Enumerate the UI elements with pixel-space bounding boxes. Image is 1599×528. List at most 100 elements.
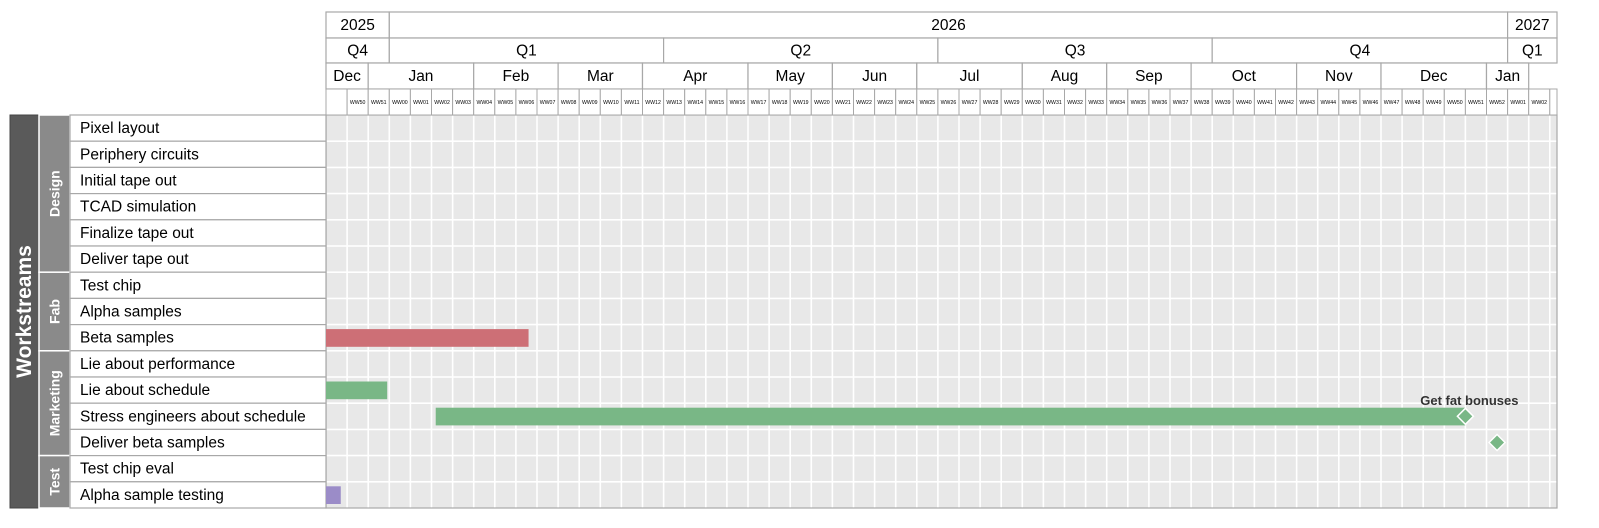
task-label: Periphery circuits <box>80 146 199 163</box>
quarter-header-label: Q1 <box>1522 43 1543 60</box>
week-header-label: WW25 <box>920 100 936 106</box>
quarter-header-label: Q4 <box>1350 43 1371 60</box>
year-header-label: 2025 <box>340 17 374 34</box>
task-label-cell <box>69 481 327 509</box>
week-header-label: WW40 <box>1236 100 1252 106</box>
week-header-label: WW21 <box>835 100 851 106</box>
task-label: Alpha samples <box>80 304 182 321</box>
task-label-cell <box>69 455 327 483</box>
year-header-cell <box>388 11 1509 39</box>
task-label: Lie about performance <box>80 356 235 373</box>
week-header-label: WW42 <box>1278 100 1294 106</box>
week-header-label: WW17 <box>751 100 767 106</box>
week-header-label: WW16 <box>730 100 746 106</box>
task-label: Finalize tape out <box>80 225 194 242</box>
week-header-cell <box>1549 88 1558 116</box>
task-bar <box>435 407 1466 426</box>
group-label-marketing: Marketing <box>47 370 63 436</box>
week-header-label: WW01 <box>413 100 429 106</box>
task-label-cell <box>69 193 327 221</box>
week-header-label: WW27 <box>962 100 978 106</box>
month-header-label: Feb <box>503 68 530 85</box>
week-header-label: WW13 <box>666 100 682 106</box>
task-label-cell <box>69 402 327 431</box>
task-label: Initial tape out <box>80 173 177 190</box>
week-header-label: WW10 <box>603 100 619 106</box>
month-header-cell <box>367 62 475 90</box>
week-header-label: WW48 <box>1405 100 1421 106</box>
quarter-header-label: Q4 <box>347 43 368 60</box>
group-label-design: Design <box>47 170 63 217</box>
week-header-label: WW38 <box>1194 100 1210 106</box>
week-header-label: WW31 <box>1046 100 1062 106</box>
quarter-header-label: Q2 <box>790 43 811 60</box>
task-label: Stress engineers about schedule <box>80 408 306 425</box>
task-label-cell <box>69 428 327 457</box>
week-header-label: WW29 <box>1004 100 1020 106</box>
group-label-fab: Fab <box>47 299 63 324</box>
week-header-label: WW05 <box>498 100 514 106</box>
week-header-label: WW02 <box>434 100 450 106</box>
task-label-cell <box>69 114 327 142</box>
week-header-label: WW49 <box>1426 100 1442 106</box>
month-header-cell <box>473 62 559 90</box>
group-label-test: Test <box>47 468 63 496</box>
week-header-label: WW46 <box>1363 100 1379 106</box>
task-label: Test chip <box>80 277 141 294</box>
week-header-label: WW01 <box>1510 100 1526 106</box>
week-header-label: WW39 <box>1215 100 1231 106</box>
month-header-label: Mar <box>587 68 614 85</box>
quarter-header-label: Q1 <box>516 43 537 60</box>
task-label-cell <box>69 245 327 273</box>
year-header-label: 2026 <box>931 17 965 34</box>
task-label-cell <box>69 271 327 300</box>
month-header-label: Oct <box>1232 68 1257 85</box>
task-label: Deliver tape out <box>80 251 189 268</box>
month-header-label: Apr <box>683 68 707 85</box>
week-header-label: WW50 <box>350 100 366 106</box>
workstreams-label: Workstreams <box>13 245 36 378</box>
workstreams-bar <box>9 114 40 509</box>
quarter-header-label: Q3 <box>1065 43 1086 60</box>
milestone-label: Get fat bonuses <box>1420 393 1518 408</box>
month-header-label: Dec <box>1420 68 1448 85</box>
milestone-marker <box>1456 407 1475 426</box>
month-header-cell <box>1295 62 1382 90</box>
month-header-label: Jun <box>862 68 887 85</box>
task-label: Test chip eval <box>80 461 174 478</box>
week-header-label: WW50 <box>1447 100 1463 106</box>
week-header-label: WW45 <box>1342 100 1358 106</box>
week-header-label: WW32 <box>1067 100 1083 106</box>
week-header-label: WW28 <box>983 100 999 106</box>
month-header-cell <box>1106 62 1192 90</box>
month-header-label: Jan <box>408 68 433 85</box>
task-label: Alpha sample testing <box>80 487 224 504</box>
task-label: Deliver beta samples <box>80 435 225 452</box>
week-header-label: WW51 <box>371 100 387 106</box>
quarter-header-cell <box>1506 37 1558 64</box>
month-header-label: Jul <box>960 68 980 85</box>
task-label-cell <box>69 219 327 247</box>
group-cell-test <box>38 454 71 509</box>
month-header-label: Dec <box>333 68 361 85</box>
quarter-header-cell <box>662 37 939 64</box>
week-header-label: WW19 <box>793 100 809 106</box>
task-label: Beta samples <box>80 330 174 347</box>
quarter-header-cell <box>1211 37 1509 64</box>
week-header-label: WW47 <box>1384 100 1400 106</box>
milestone-marker <box>1487 433 1507 452</box>
month-header-label: Aug <box>1051 68 1079 85</box>
year-header-label: 2027 <box>1515 17 1549 34</box>
month-header-label: May <box>776 68 806 85</box>
week-header-label: WW07 <box>540 100 556 106</box>
week-header-label: WW30 <box>1025 100 1041 106</box>
week-header-label: WW20 <box>814 100 830 106</box>
month-header-label: Jan <box>1495 68 1520 85</box>
task-label: TCAD simulation <box>80 199 196 216</box>
task-bar <box>326 381 388 400</box>
task-label-cell <box>69 297 327 326</box>
task-label: Lie about schedule <box>80 382 210 399</box>
week-header-label: WW24 <box>898 100 914 106</box>
month-header-label: Sep <box>1135 68 1163 85</box>
week-header-label: WW14 <box>687 100 703 106</box>
